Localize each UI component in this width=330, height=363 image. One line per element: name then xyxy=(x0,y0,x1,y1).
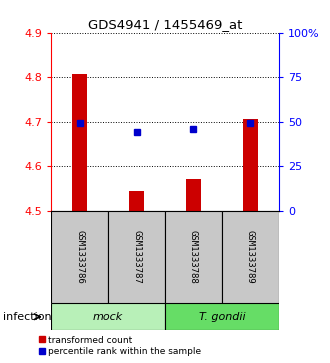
Bar xyxy=(108,211,165,303)
Bar xyxy=(51,211,108,303)
Bar xyxy=(222,211,279,303)
Text: GSM1333787: GSM1333787 xyxy=(132,230,141,284)
Bar xyxy=(129,191,144,211)
Bar xyxy=(165,211,222,303)
Text: T. gondii: T. gondii xyxy=(199,312,245,322)
Legend: transformed count, percentile rank within the sample: transformed count, percentile rank withi… xyxy=(38,335,202,357)
Bar xyxy=(243,119,257,211)
Bar xyxy=(165,303,279,330)
Text: mock: mock xyxy=(93,312,123,322)
Title: GDS4941 / 1455469_at: GDS4941 / 1455469_at xyxy=(88,19,242,32)
Text: GSM1333786: GSM1333786 xyxy=(75,230,84,284)
Text: GSM1333789: GSM1333789 xyxy=(246,230,255,284)
Text: GSM1333788: GSM1333788 xyxy=(189,230,198,284)
Text: infection: infection xyxy=(3,312,52,322)
Bar xyxy=(51,303,165,330)
Bar xyxy=(186,179,201,211)
Bar xyxy=(73,74,87,211)
